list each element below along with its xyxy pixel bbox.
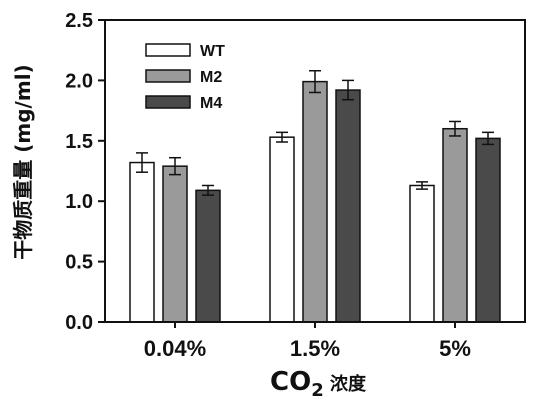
- axes: 0.0 0.5 1.0 1.5 2.0 2.5 0.04% 1.5% 5%: [65, 10, 526, 361]
- x-tick-label: 5%: [439, 336, 471, 361]
- y-tick-label: 1.5: [65, 131, 93, 153]
- bar-wt: [409, 184, 435, 323]
- y-tick-label: 0.0: [65, 312, 93, 334]
- bar-m4: [195, 189, 221, 323]
- x-axis-title-suffix: 浓度: [324, 373, 367, 395]
- legend-swatch-wt: [145, 43, 191, 57]
- bar-m2: [442, 127, 468, 323]
- legend-label-wt: WT: [200, 43, 225, 60]
- legend-label-m4: M4: [200, 95, 222, 112]
- x-tick-label: 0.04%: [144, 336, 206, 361]
- legend-swatch-m4: [145, 95, 191, 109]
- bar-m2: [162, 165, 188, 323]
- legend-swatch-m2: [145, 69, 191, 83]
- y-tick-label: 2.0: [65, 70, 93, 92]
- bar-wt: [129, 161, 155, 323]
- y-tick-label: 2.5: [65, 10, 93, 32]
- bar-m4: [475, 137, 501, 323]
- x-axis-title-main: CO: [270, 367, 311, 397]
- y-tick-label: 0.5: [65, 252, 93, 274]
- y-axis-title: 干物质重量 (mg/ml): [11, 64, 35, 259]
- x-tick-label: 1.5%: [290, 336, 340, 361]
- legend-label-m2: M2: [200, 69, 222, 86]
- bar-wt: [269, 136, 295, 323]
- bar-m4: [335, 89, 361, 323]
- x-axis-title: CO2 浓度: [270, 367, 367, 401]
- y-tick-label: 1.0: [65, 191, 93, 213]
- x-axis-title-subscript: 2: [311, 380, 324, 401]
- bar-m2: [302, 80, 328, 323]
- legend: WT M2 M4: [145, 43, 225, 112]
